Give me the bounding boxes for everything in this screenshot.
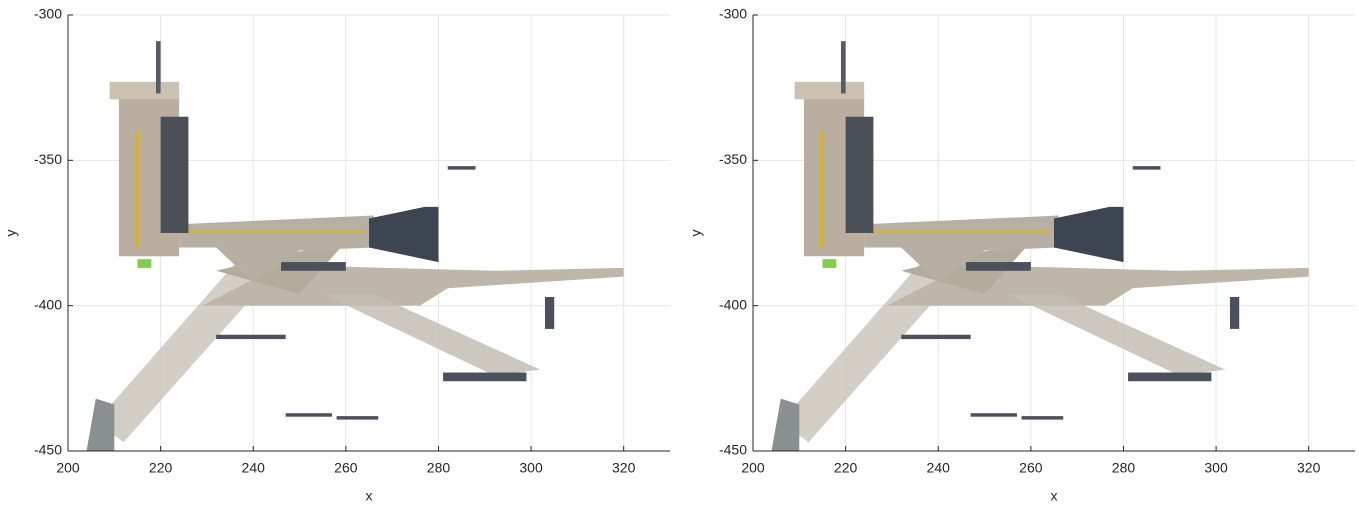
y-tick-label: -350 — [719, 151, 747, 167]
y-tick-label: -300 — [719, 6, 747, 22]
x-axis-label: x — [1051, 488, 1058, 504]
y-axis-label: y — [3, 230, 19, 237]
y-tick-label: -450 — [719, 442, 747, 458]
figure: 200220240260280300320-450-400-350-300xy2… — [0, 0, 1359, 506]
point-cloud — [87, 41, 624, 451]
x-tick-label: 200 — [741, 460, 765, 476]
x-tick-label: 240 — [927, 460, 951, 476]
x-tick-label: 320 — [612, 460, 636, 476]
y-tick-label: -300 — [34, 6, 62, 22]
x-tick-label: 280 — [1112, 460, 1136, 476]
x-tick-label: 300 — [1204, 460, 1228, 476]
axes: 200 220 240 260 280 300 320 -450 -400 -350 -300 x y — [3, 6, 670, 504]
x-tick-label: 300 — [519, 460, 543, 476]
y-tick-label: -350 — [34, 151, 62, 167]
x-tick-label: 220 — [149, 460, 173, 476]
y-tick-label: -400 — [719, 296, 747, 312]
y-tick-label: -450 — [34, 442, 62, 458]
y-axis-label: y — [688, 230, 704, 237]
x-axis-label: x — [366, 488, 373, 504]
point-cloud — [772, 41, 1309, 451]
x-tick-label: 260 — [1019, 460, 1043, 476]
x-tick-label: 260 — [334, 460, 358, 476]
point-cloud-render — [772, 41, 1309, 451]
x-tick-label: 240 — [242, 460, 266, 476]
x-tick-label: 280 — [427, 460, 451, 476]
axes: 200 220 240 260 280 300 320 -450 -400 -350 -300 x y — [688, 6, 1355, 504]
y-tick-label: -400 — [34, 296, 62, 312]
point-cloud-render — [87, 41, 624, 451]
x-tick-label: 320 — [1297, 460, 1321, 476]
x-tick-label: 220 — [834, 460, 858, 476]
x-tick-label: 200 — [56, 460, 80, 476]
